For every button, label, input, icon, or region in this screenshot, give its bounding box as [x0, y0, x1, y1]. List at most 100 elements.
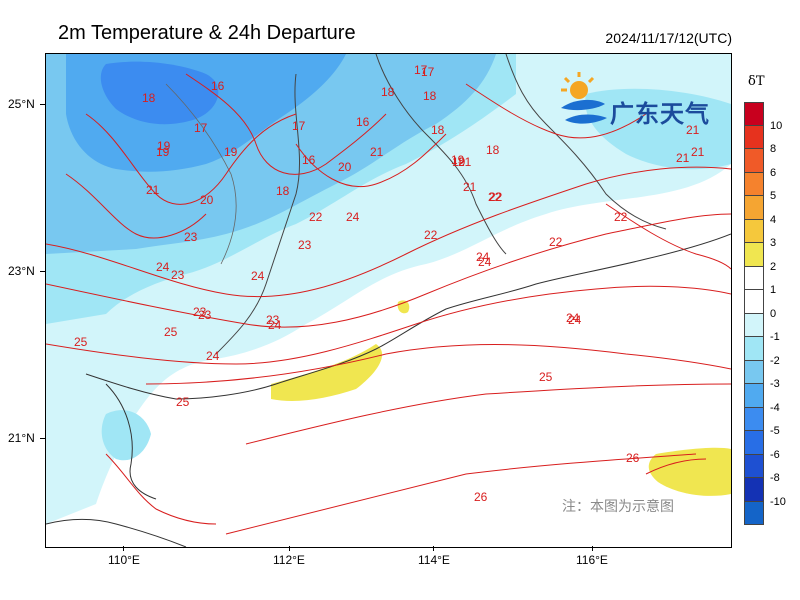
- colorbar-swatch: [744, 360, 764, 384]
- lon-tick: [592, 546, 593, 551]
- contour-label: 24: [478, 255, 492, 269]
- colorbar-label: -8: [770, 472, 780, 484]
- contour-label: 18: [276, 184, 290, 198]
- chart-title: 2m Temperature & 24h Departure: [58, 22, 356, 44]
- contour-label: 20: [338, 160, 352, 174]
- colorbar-swatch: [744, 243, 764, 267]
- colorbar-label: 3: [770, 237, 777, 249]
- colorbar-swatch: [744, 125, 764, 149]
- contour-label: 24: [156, 260, 170, 274]
- contour-labels: 17 18 18 16 17 19 19 17 18 18 19 16 16 1…: [74, 63, 705, 504]
- contour-label: 18: [381, 85, 395, 99]
- timestamp: 2024/11/17/12(UTC): [605, 30, 732, 46]
- contour-label: 23: [266, 313, 280, 327]
- colorbar-label: 10: [770, 119, 783, 132]
- colorbar-label: 4: [770, 213, 777, 226]
- colorbar-label: -6: [770, 448, 780, 461]
- contour-label: 23: [171, 268, 185, 282]
- contour-label: 21: [458, 155, 472, 169]
- contour-label: 21: [146, 183, 160, 197]
- colorbar-label: 1: [770, 284, 777, 296]
- colorbar-swatch: [744, 313, 764, 337]
- lon-tick: [433, 546, 434, 551]
- colorbar-swatch: [744, 501, 764, 525]
- map-canvas: 17 18 18 16 17 19 19 17 18 18 19 16 16 1…: [46, 54, 731, 547]
- contour-label: 16: [356, 115, 370, 129]
- contour-label: 17: [194, 121, 208, 135]
- contour-label: 24: [268, 318, 282, 332]
- colorbar-label: 0: [770, 307, 777, 320]
- legend-title: δT: [748, 74, 765, 89]
- lat-tick: [40, 271, 45, 272]
- temperature-contours: [46, 73, 731, 535]
- map-area: 17 18 18 16 17 19 19 17 18 18 19 16 16 1…: [45, 53, 732, 548]
- contour-label: 22: [549, 235, 563, 249]
- map-note: 注：本图为示意图: [562, 498, 674, 514]
- colorbar-swatch: [744, 454, 764, 478]
- province-boundary: [215, 73, 301, 355]
- contour-label: 23: [298, 238, 312, 252]
- lon-label-110e: 110°E: [108, 553, 140, 567]
- colorbar-label: -2: [770, 354, 780, 367]
- lat-tick: [40, 104, 45, 105]
- contour-label: 17: [414, 63, 428, 77]
- contour-label: 16: [211, 79, 225, 93]
- contour-label: 24: [476, 250, 490, 264]
- contour-label: 21: [691, 145, 705, 159]
- lat-label-21n: 21°N: [8, 431, 35, 445]
- contour-label: 18: [423, 89, 437, 103]
- contour-label: 21: [686, 123, 700, 137]
- colorbar-swatch: [744, 337, 764, 361]
- contour-label: 19: [452, 155, 466, 169]
- contour-label: 24: [566, 311, 580, 325]
- lon-label-116e: 116°E: [576, 553, 608, 567]
- contour-label: 25: [164, 325, 178, 339]
- colorbar-legend: [744, 102, 766, 525]
- colorbar-label: 5: [770, 190, 777, 202]
- colorbar-swatch: [744, 290, 764, 314]
- colorbar-label: -10: [770, 495, 786, 508]
- lon-label-112e: 112°E: [273, 553, 305, 567]
- contour-label: 24: [206, 349, 220, 363]
- contour-label: 18: [142, 91, 156, 105]
- contour-label: 23: [198, 308, 212, 322]
- contour-label: 19: [156, 145, 170, 159]
- contour-label: 17: [421, 65, 435, 79]
- lat-label-23n: 23°N: [8, 264, 35, 278]
- contour-label: 17: [292, 119, 306, 133]
- colorbar-swatch: [744, 384, 764, 408]
- contour-label: 22: [309, 210, 323, 224]
- colorbar-swatch: [744, 172, 764, 196]
- guangdong-weather-logo-icon: [561, 72, 607, 124]
- colorbar-swatch: [744, 407, 764, 431]
- contour-label: 19: [157, 139, 171, 153]
- lon-tick: [123, 546, 124, 551]
- coastline: [85, 233, 731, 400]
- contour-label: 24: [568, 313, 582, 327]
- contour-label: 20: [200, 193, 214, 207]
- contour-label: 26: [474, 490, 488, 504]
- colorbar-swatch: [744, 478, 764, 502]
- contour-label: 16: [302, 153, 316, 167]
- contour-label: 26: [626, 451, 640, 465]
- contour-label: 18: [431, 123, 445, 137]
- colorbar-label: 2: [770, 260, 777, 273]
- colorbar-label: 6: [770, 166, 777, 179]
- logo-text: 广东天气: [610, 100, 710, 128]
- colorbar-swatch: [744, 219, 764, 243]
- colorbar-swatch: [744, 266, 764, 290]
- colorbar-swatch: [744, 102, 764, 126]
- contour-label: 23: [184, 230, 198, 244]
- contour-label: 25: [74, 335, 88, 349]
- colorbar-label: -1: [770, 331, 780, 343]
- contour-label: 23: [193, 305, 207, 319]
- contour-label: 22: [488, 190, 502, 204]
- contour-label: 22: [424, 228, 438, 242]
- colorbar-swatch: [744, 431, 764, 455]
- colorbar-label: 8: [770, 143, 777, 155]
- contour-label: 24: [251, 269, 265, 283]
- departure-shade-deepest: [100, 61, 219, 125]
- contour-label: 21: [370, 145, 384, 159]
- colorbar-swatch: [744, 149, 764, 173]
- contour-label: 24: [346, 210, 360, 224]
